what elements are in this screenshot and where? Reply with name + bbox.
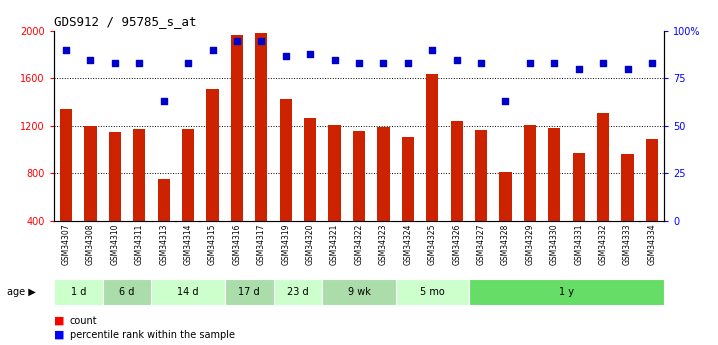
Text: GSM34324: GSM34324 [404, 224, 412, 265]
Bar [451, 121, 462, 268]
Point [280, 53, 292, 58]
Text: 1 d: 1 d [70, 287, 86, 297]
Bar [231, 34, 243, 268]
Text: GSM34307: GSM34307 [62, 224, 70, 265]
Bar [597, 114, 610, 268]
Bar [426, 74, 438, 268]
Text: 17 d: 17 d [238, 287, 260, 297]
Bar [378, 127, 389, 268]
Bar [469, 279, 664, 305]
Point [402, 61, 414, 66]
Text: 1 y: 1 y [559, 287, 574, 297]
Bar [646, 139, 658, 268]
Text: GSM34325: GSM34325 [428, 224, 437, 265]
Bar [85, 126, 96, 268]
Text: 9 wk: 9 wk [348, 287, 370, 297]
Text: GSM34334: GSM34334 [648, 224, 656, 265]
Text: GSM34315: GSM34315 [208, 224, 217, 265]
Bar [134, 129, 145, 268]
Text: GSM34332: GSM34332 [599, 224, 607, 265]
Point [426, 47, 438, 53]
Bar [274, 279, 322, 305]
Bar [401, 137, 414, 268]
Point [207, 47, 218, 53]
Point [622, 66, 633, 72]
Text: GSM34333: GSM34333 [623, 224, 632, 265]
Point [646, 61, 658, 66]
Point [134, 61, 145, 66]
Text: percentile rank within the sample: percentile rank within the sample [70, 330, 235, 339]
Point [549, 61, 560, 66]
Text: 23 d: 23 d [287, 287, 309, 297]
Text: GSM34319: GSM34319 [281, 224, 290, 265]
Point [182, 61, 194, 66]
Text: count: count [70, 316, 97, 326]
Point [304, 51, 316, 57]
Point [573, 66, 584, 72]
Bar [523, 125, 536, 268]
Text: age ▶: age ▶ [7, 287, 36, 297]
Point [231, 38, 243, 43]
Bar [103, 279, 151, 305]
Bar [475, 130, 487, 268]
Point [353, 61, 365, 66]
Point [85, 57, 96, 62]
Text: GSM34326: GSM34326 [452, 224, 461, 265]
Bar [280, 99, 292, 268]
Bar [207, 89, 218, 268]
Text: 5 mo: 5 mo [420, 287, 444, 297]
Bar [621, 155, 633, 268]
Text: GSM34314: GSM34314 [184, 224, 192, 265]
Bar [549, 128, 560, 268]
Text: GSM34331: GSM34331 [574, 224, 583, 265]
Bar [182, 129, 194, 268]
Text: GSM34308: GSM34308 [86, 224, 95, 265]
Point [475, 61, 487, 66]
Point [378, 61, 389, 66]
Text: GSM34313: GSM34313 [159, 224, 168, 265]
Point [109, 61, 121, 66]
Text: GSM34322: GSM34322 [355, 224, 363, 265]
Text: GSM34327: GSM34327 [477, 224, 485, 265]
Point [597, 61, 609, 66]
Text: GDS912 / 95785_s_at: GDS912 / 95785_s_at [54, 16, 196, 29]
Point [60, 47, 72, 53]
Text: GSM34310: GSM34310 [111, 224, 119, 265]
Text: ■: ■ [54, 316, 65, 326]
Text: ■: ■ [54, 330, 65, 339]
Text: GSM34311: GSM34311 [135, 224, 144, 265]
Point [256, 38, 267, 43]
Text: 6 d: 6 d [119, 287, 135, 297]
Text: GSM34316: GSM34316 [233, 224, 241, 265]
Bar [322, 279, 396, 305]
Point [158, 99, 169, 104]
Bar [255, 33, 267, 268]
Bar [353, 131, 365, 268]
Text: GSM34320: GSM34320 [306, 224, 314, 265]
Bar [328, 125, 340, 268]
Bar [151, 279, 225, 305]
Point [500, 99, 511, 104]
Point [329, 57, 340, 62]
Text: GSM34317: GSM34317 [257, 224, 266, 265]
Bar [573, 153, 584, 268]
Text: 14 d: 14 d [177, 287, 199, 297]
Bar [158, 179, 169, 268]
Point [524, 61, 536, 66]
Bar [304, 118, 316, 268]
Text: GSM34321: GSM34321 [330, 224, 339, 265]
Text: GSM34328: GSM34328 [501, 224, 510, 265]
Bar [54, 279, 103, 305]
Text: GSM34329: GSM34329 [526, 224, 534, 265]
Text: GSM34330: GSM34330 [550, 224, 559, 265]
Bar [60, 109, 72, 268]
Bar [225, 279, 274, 305]
Text: GSM34323: GSM34323 [379, 224, 388, 265]
Bar [396, 279, 469, 305]
Bar [500, 172, 511, 268]
Point [451, 57, 462, 62]
Bar [109, 132, 121, 268]
